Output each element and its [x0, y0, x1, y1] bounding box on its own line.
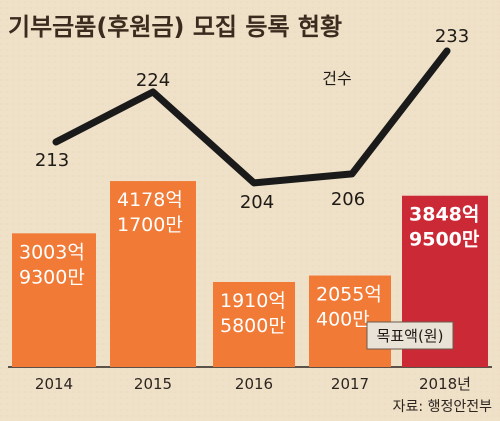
bar-value-label: 3003억 — [19, 241, 85, 263]
count-value-label: 213 — [35, 150, 69, 171]
x-tick-label: 2015 — [134, 375, 172, 393]
bar-legend: 목표액(원) — [366, 321, 454, 350]
bar-value-label: 9500만 — [409, 229, 480, 251]
count-value-label: 204 — [240, 192, 274, 213]
count-value-label: 233 — [435, 26, 469, 47]
bar-value-label: 4178억 — [117, 189, 183, 211]
bar-value-label: 1700만 — [117, 214, 183, 236]
bar-2016 — [213, 281, 295, 367]
count-line-layer: 213 224 204 206 233 — [35, 26, 469, 213]
bar-2017 — [309, 275, 391, 367]
count-line — [52, 47, 451, 187]
chart-title: 기부금품(후원금) 모집 등록 현황 — [8, 13, 342, 41]
source-label: 자료: 행정안전부 — [393, 399, 492, 415]
bar-value-label: 1910억 — [220, 290, 286, 312]
bar-2014 — [12, 233, 96, 367]
bar-legend-label: 목표액(원) — [377, 327, 444, 345]
x-axis-labels: 2014 2015 2016 2017 2018년 — [35, 375, 471, 393]
count-value-label: 206 — [331, 189, 365, 210]
bar-2015 — [110, 181, 196, 367]
bar-value-label: 400만 — [316, 309, 370, 331]
bar-value-label: 3848억 — [409, 204, 479, 226]
x-tick-label: 2017 — [331, 375, 369, 393]
bar-value-label: 9300만 — [19, 266, 85, 288]
bar-legend-box — [366, 321, 454, 350]
bar-value-label: 2055억 — [316, 284, 382, 306]
count-value-label: 224 — [136, 70, 170, 91]
x-tick-label: 2014 — [35, 375, 73, 393]
x-tick-label: 2018년 — [419, 375, 471, 393]
bar-value-label: 5800만 — [220, 315, 286, 337]
x-tick-label: 2016 — [235, 375, 273, 393]
line-legend-label: 건수 — [322, 69, 351, 88]
